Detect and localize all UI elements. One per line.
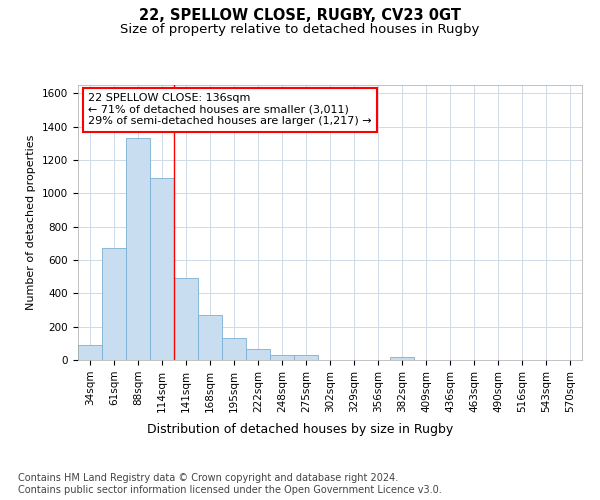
Text: 22 SPELLOW CLOSE: 136sqm
← 71% of detached houses are smaller (3,011)
29% of sem: 22 SPELLOW CLOSE: 136sqm ← 71% of detach… (88, 93, 372, 126)
Bar (222, 338, 246, 360)
Bar (174, 278, 198, 360)
Text: Contains HM Land Registry data © Crown copyright and database right 2024.
Contai: Contains HM Land Registry data © Crown c… (18, 474, 442, 495)
Bar (150, 178, 174, 360)
Bar (390, 356, 414, 360)
Bar (102, 248, 126, 360)
Bar (78, 345, 102, 360)
Bar (126, 138, 150, 360)
Bar (270, 355, 294, 360)
Y-axis label: Number of detached properties: Number of detached properties (26, 135, 37, 310)
Text: Size of property relative to detached houses in Rugby: Size of property relative to detached ho… (121, 22, 479, 36)
Bar (198, 315, 222, 360)
Text: Distribution of detached houses by size in Rugby: Distribution of detached houses by size … (147, 422, 453, 436)
Bar (246, 349, 270, 360)
Bar (294, 355, 318, 360)
Text: 22, SPELLOW CLOSE, RUGBY, CV23 0GT: 22, SPELLOW CLOSE, RUGBY, CV23 0GT (139, 8, 461, 22)
